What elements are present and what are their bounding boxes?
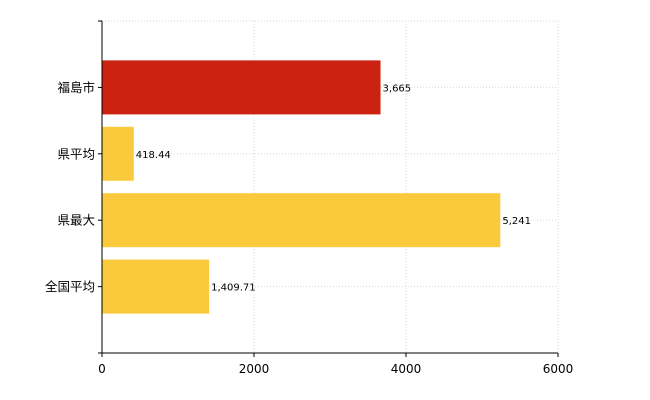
category-label: 福島市 bbox=[57, 80, 95, 95]
bar bbox=[102, 60, 381, 115]
bar bbox=[102, 193, 501, 248]
data-labels: 3,665 418.44 5,241 1,409.71 bbox=[136, 83, 531, 293]
data-label: 5,241 bbox=[502, 216, 531, 227]
bars bbox=[102, 60, 501, 314]
category-label: 県最大 bbox=[57, 213, 95, 228]
data-label: 3,665 bbox=[383, 83, 412, 94]
x-axis-ticks: 0 2000 4000 6000 bbox=[98, 353, 573, 376]
x-tick-label: 4000 bbox=[391, 362, 422, 376]
bar bbox=[102, 259, 210, 314]
x-tick-label: 0 bbox=[98, 362, 106, 376]
x-tick-label: 6000 bbox=[543, 362, 574, 376]
category-label: 県平均 bbox=[57, 146, 95, 161]
category-label: 全国平均 bbox=[45, 279, 95, 294]
bar bbox=[102, 126, 134, 181]
data-label: 1,409.71 bbox=[211, 283, 256, 294]
data-label: 418.44 bbox=[136, 150, 171, 161]
x-tick-label: 2000 bbox=[239, 362, 270, 376]
